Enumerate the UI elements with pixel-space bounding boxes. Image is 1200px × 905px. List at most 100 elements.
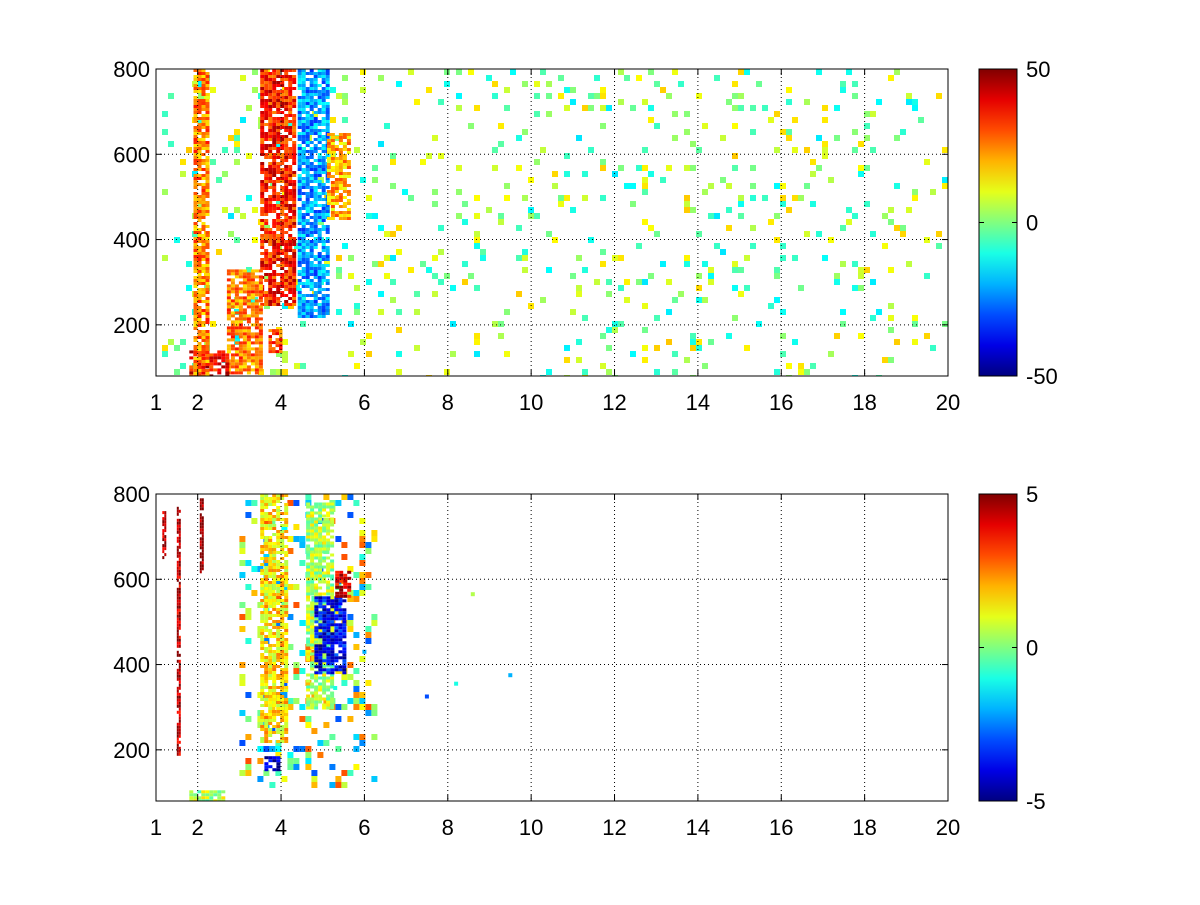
heatmap-cell (338, 656, 343, 660)
heatmap-cell (221, 365, 226, 369)
heatmap-cell (314, 703, 319, 707)
heatmap-cell (317, 297, 322, 300)
heatmap-cell (272, 147, 277, 150)
heatmap-cell (313, 255, 318, 258)
heatmap-cell (272, 282, 277, 285)
heatmap-cell (258, 353, 263, 357)
heatmap-cell (326, 190, 331, 193)
heatmap-cell (606, 291, 612, 297)
heatmap-cell (260, 698, 265, 701)
heatmap-cell (264, 258, 269, 261)
heatmap-cell (318, 580, 323, 584)
heatmap-cell (254, 293, 259, 297)
heatmap-cell (322, 592, 327, 596)
heatmap-cell (264, 497, 269, 500)
heatmap-cell (318, 659, 323, 663)
heatmap-cell (213, 359, 218, 363)
heatmap-cell (164, 535, 167, 539)
heatmap-cell (906, 93, 912, 99)
heatmap-cell (292, 279, 297, 282)
heatmap-cell (288, 171, 293, 174)
heatmap-cell (330, 659, 335, 663)
heatmap-cell (193, 336, 198, 339)
heatmap-cell (180, 363, 186, 369)
heatmap-cell (276, 533, 281, 536)
heatmap-cell (570, 273, 576, 279)
heatmap-cell (272, 701, 277, 704)
heatmap-cell (390, 255, 396, 261)
heatmap-cell (684, 111, 690, 117)
heatmap-cell (201, 105, 206, 108)
heatmap-cell (318, 565, 323, 569)
heatmap-cell (272, 129, 277, 132)
heatmap-cell (912, 105, 918, 111)
heatmap-cell (325, 297, 330, 300)
heatmap-cell (264, 768, 269, 772)
heatmap-cell (276, 222, 281, 225)
heatmap-cell (260, 740, 265, 743)
heatmap-cell (226, 344, 231, 348)
heatmap-cell (199, 561, 202, 565)
heatmap-cell (600, 195, 606, 201)
heatmap-cell (309, 222, 314, 225)
heatmap-cell (260, 189, 265, 192)
heatmap-cell (359, 518, 366, 524)
heatmap-cell (330, 160, 335, 163)
x-tick-label: 18 (852, 815, 876, 840)
heatmap-cell (313, 285, 318, 288)
heatmap-cell (330, 694, 335, 698)
heatmap-cell (280, 695, 285, 698)
heatmap-cell (336, 93, 342, 99)
heatmap-cell (250, 278, 255, 282)
heatmap-cell (275, 746, 282, 752)
heatmap-cell (264, 102, 269, 105)
heatmap-cell (276, 530, 281, 533)
heatmap-cell (334, 665, 339, 669)
heatmap-cell (197, 360, 202, 363)
heatmap-cell (317, 141, 322, 144)
heatmap-cell (264, 704, 269, 707)
heatmap-cell (268, 174, 273, 177)
heatmap-cell (326, 172, 331, 175)
heatmap-cell (330, 157, 335, 160)
heatmap-cell (582, 195, 588, 201)
heatmap-cell (366, 195, 372, 201)
heatmap-cell (330, 602, 335, 606)
heatmap-cell (254, 335, 259, 339)
heatmap-cell (284, 506, 289, 509)
heatmap-cell (276, 237, 281, 240)
heatmap-cell (284, 288, 289, 291)
heatmap-cell (197, 336, 202, 339)
heatmap-cell (260, 569, 265, 572)
heatmap-cell (288, 225, 293, 228)
heatmap-cell (322, 541, 327, 545)
heatmap-cell (297, 105, 302, 108)
heatmap-cell (284, 300, 289, 303)
heatmap-cell (264, 674, 269, 677)
heatmap-cell (280, 581, 285, 584)
heatmap-cell (293, 536, 300, 542)
heatmap-cell (317, 96, 322, 99)
heatmap-cell (347, 585, 352, 589)
heatmap-cell (288, 297, 293, 300)
heatmap-cell (750, 129, 756, 135)
heatmap-cell (238, 344, 243, 348)
heatmap-cell (834, 279, 840, 285)
heatmap-cell (176, 668, 179, 672)
heatmap-cell (176, 623, 179, 627)
heatmap-cell (864, 135, 870, 141)
heatmap-cell (264, 213, 269, 216)
heatmap-cell (810, 363, 816, 369)
heatmap-cell (201, 135, 206, 138)
heatmap-cell (317, 111, 322, 114)
heatmap-cell (258, 287, 263, 291)
heatmap-cell (280, 671, 285, 674)
heatmap-cell (276, 84, 281, 87)
heatmap-cell (888, 207, 894, 213)
heatmap-cell (318, 605, 323, 609)
heatmap-cell (193, 294, 198, 297)
heatmap-cell (288, 120, 293, 123)
heatmap-cell (280, 539, 285, 542)
heatmap-cell (301, 81, 306, 84)
heatmap-cell (305, 192, 310, 195)
